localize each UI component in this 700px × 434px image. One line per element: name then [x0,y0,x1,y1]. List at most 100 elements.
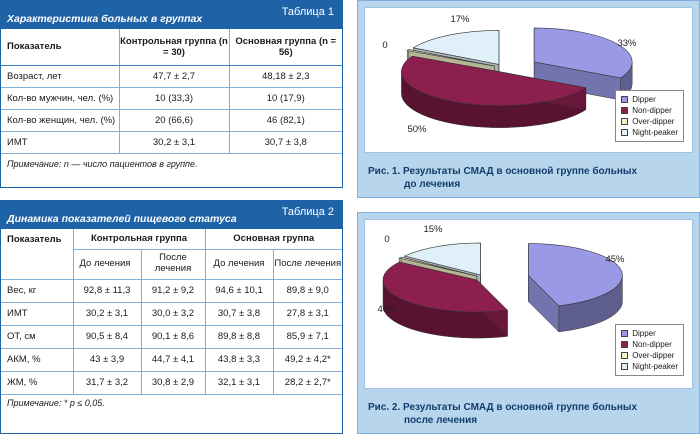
table2-subheader-before: До лечения [72,249,141,280]
legend-swatch [621,118,629,125]
table-row: ИМТ 30,2 ± 3,1 30,0 ± 3,2 30,7 ± 3,8 27,… [1,302,342,326]
figure1-caption-line2: до лечения [404,178,461,190]
table-row: ЖМ, % 31,7 ± 3,2 30,8 ± 2,9 32,1 ± 3,1 2… [1,371,342,395]
figure1-caption-line1: Рис. 1. Результаты СМАД в основной групп… [368,166,638,177]
table2-subheader-after: После лечения [140,249,205,280]
table-cell: Кол-во мужчин, чел. (%) [1,87,119,110]
pie-slice-dipper [528,243,623,333]
table-cell: ЖМ, % [1,371,73,395]
table-cell: Вес, кг [1,279,73,303]
table1-col-header: Основная группа (n = 56) [228,29,342,66]
table2-header-control: Контрольная группа [72,229,205,250]
table-cell: 30,7 ± 3,8 [204,302,273,326]
legend-swatch [621,352,629,359]
table-cell: 30,0 ± 3,2 [140,302,205,326]
pie-data-label: 40% [377,304,397,315]
table-cell: 30,7 ± 3,8 [228,131,342,154]
pie-data-label: 45% [605,254,625,265]
figure1-chart-area: 33% 50% 0 17% Dipper Non-dipper Over-dipper Ni… [364,7,693,153]
legend-item: Over-dipper [621,350,678,361]
pie-data-label: 50% [407,124,427,135]
figure1-pie-chart: 33% 50% 0 17% [382,14,637,135]
table-cell: 89,8 ± 9,0 [272,279,342,303]
legend-item: Non-dipper [621,105,678,116]
table-cell: 30,2 ± 3,1 [118,131,229,154]
legend-swatch [621,107,629,114]
table-cell: 90,1 ± 8,6 [140,325,205,349]
table1-label: Таблица 1 [281,6,334,18]
table-row: ИМТ 30,2 ± 3,1 30,7 ± 3,8 [1,131,342,154]
legend-swatch [621,363,629,370]
table-cell: 30,8 ± 2,9 [140,371,205,395]
legend-label: Over-dipper [632,117,675,126]
table2-header: Динамика показателей пищевого статуса Та… [1,201,342,229]
pie-data-label: 17% [450,14,470,25]
figure2-caption-line2: после лечения [404,414,478,426]
table-cell: 44,7 ± 4,1 [140,348,205,372]
table1: Показатель Контрольная группа (n = 30) О… [1,29,342,154]
figure1-panel: 33% 50% 0 17% Dipper Non-dipper Over-dipper Ni… [357,0,700,198]
figure2-chart-area: 45% 40% 0 15% Dipper Non-dipper Over-dipper Ni… [364,219,693,389]
table-cell: ОТ, см [1,325,73,349]
table1-col-header: Контрольная группа (n = 30) [118,29,229,66]
table-row: Кол-во женщин, чел. (%) 20 (66,6) 46 (82… [1,109,342,132]
table-cell: 43 ± 3,9 [72,348,141,372]
figure1-caption: Рис. 1. Результаты СМАД в основной групп… [368,166,668,191]
table-cell: 28,2 ± 2,7* [272,371,342,395]
table2-header-indicator: Показатель [1,229,73,280]
pie-data-label: 33% [617,38,637,49]
table1-note: Примечание: n — число пациентов в группе… [7,158,198,169]
table-cell: 89,8 ± 8,8 [204,325,273,349]
legend-label: Night-peaker [632,128,678,137]
table-cell: 20 (66,6) [118,109,229,132]
table-cell: 47,7 ± 2,7 [118,65,229,88]
table-cell: АКМ, % [1,348,73,372]
legend-item: Dipper [621,94,678,105]
table-cell: 92,8 ± 11,3 [72,279,141,303]
table-cell: 27,8 ± 3,1 [272,302,342,326]
legend-swatch [621,330,629,337]
table2-subheader-after: После лечения [272,249,342,280]
figure1-legend: Dipper Non-dipper Over-dipper Night-peaker [615,90,684,142]
table-cell: Возраст, лет [1,65,119,88]
table1-col-header: Показатель [1,29,119,66]
pie-slice-non-dipper [401,55,587,128]
pie-slice-dipper [533,27,633,101]
legend-label: Over-dipper [632,351,675,360]
table-cell: 91,2 ± 9,2 [140,279,205,303]
legend-item: Night-peaker [621,361,678,372]
figure2-panel: 45% 40% 0 15% Dipper Non-dipper Over-dipper Ni… [357,212,700,434]
table2-title: Динамика показателей пищевого статуса [7,213,237,225]
legend-item: Dipper [621,328,678,339]
table-cell: 48,18 ± 2,3 [228,65,342,88]
table-cell: 43,8 ± 3,3 [204,348,273,372]
table2-panel: Динамика показателей пищевого статуса Та… [0,200,343,434]
table-cell: 49,2 ± 4,2* [272,348,342,372]
table-cell: 46 (82,1) [228,109,342,132]
table-row: АКМ, % 43 ± 3,9 44,7 ± 4,1 43,8 ± 3,3 49… [1,348,342,372]
table2-note: Примечание: * p ≤ 0,05. [7,397,105,408]
legend-label: Non-dipper [632,106,672,115]
table-row: ОТ, см 90,5 ± 8,4 90,1 ± 8,6 89,8 ± 8,8 … [1,325,342,349]
table-cell: 85,9 ± 7,1 [272,325,342,349]
table2-header-main: Основная группа [204,229,342,250]
table-cell: 30,2 ± 3,1 [72,302,141,326]
pie-data-label: 0 [384,234,389,245]
legend-label: Dipper [632,329,656,338]
legend-label: Non-dipper [632,340,672,349]
table2: Показатель Контрольная группа Основная г… [1,229,342,395]
table-cell: 90,5 ± 8,4 [72,325,141,349]
table-cell: 10 (33,3) [118,87,229,110]
table-cell: ИМТ [1,131,119,154]
table-cell: Кол-во женщин, чел. (%) [1,109,119,132]
table-row: Возраст, лет 47,7 ± 2,7 48,18 ± 2,3 [1,65,342,88]
legend-swatch [621,96,629,103]
legend-label: Night-peaker [632,362,678,371]
table-row: Кол-во мужчин, чел. (%) 10 (33,3) 10 (17… [1,87,342,110]
table1-panel: Характеристика больных в группах Таблица… [0,0,343,188]
figure2-legend: Dipper Non-dipper Over-dipper Night-peaker [615,324,684,376]
table-cell: ИМТ [1,302,73,326]
pie-slice-non-dipper [382,261,509,339]
table-row: Вес, кг 92,8 ± 11,3 91,2 ± 9,2 94,6 ± 10… [1,279,342,303]
legend-item: Night-peaker [621,127,678,138]
